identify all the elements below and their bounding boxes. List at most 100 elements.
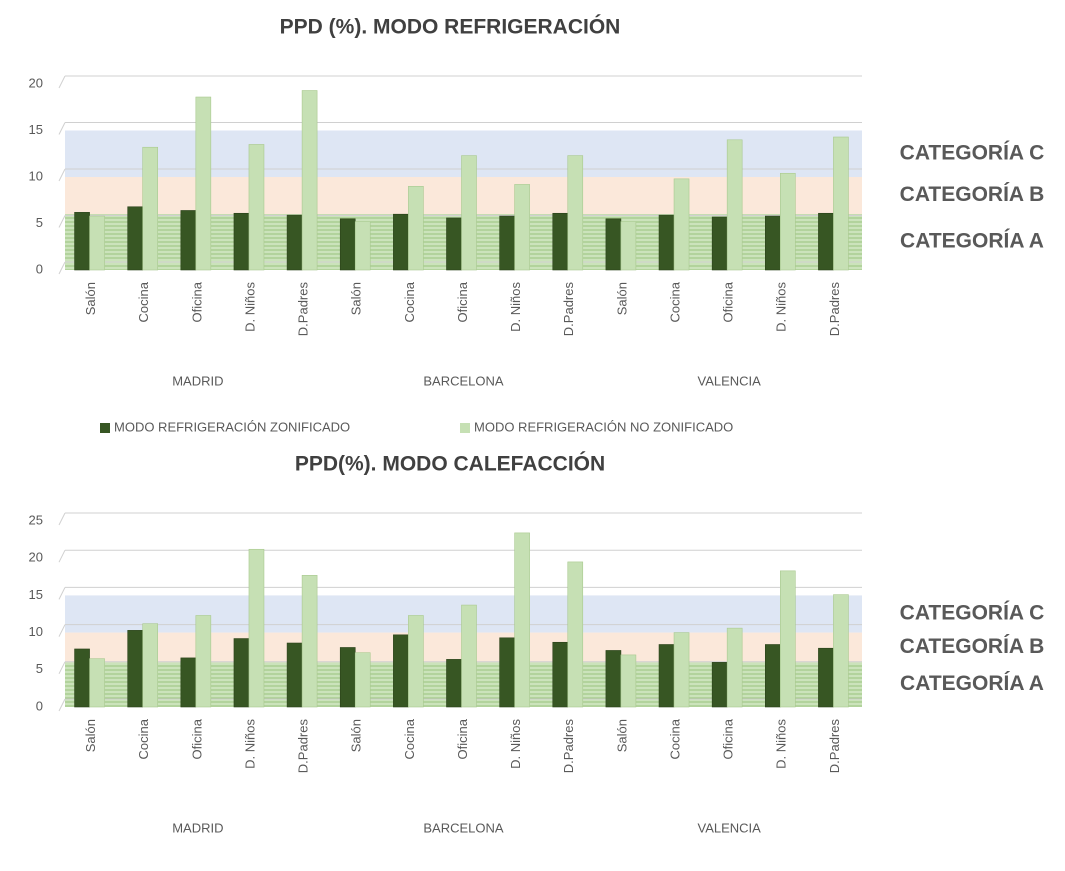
bar <box>301 575 318 708</box>
bar <box>301 90 318 271</box>
x-tick-label: Cocina <box>136 718 151 759</box>
bar <box>446 217 462 271</box>
x-tick-label: Cocina <box>667 281 682 322</box>
x-tick-label: D. Niños <box>774 719 789 769</box>
band-label: CATEGORÍA C <box>900 602 1045 625</box>
band-label: CATEGORÍA C <box>900 141 1045 164</box>
chart-title: PPD (%). MODO REFRIGERACIÓN <box>280 15 621 39</box>
y-tick-label: 15 <box>29 122 43 137</box>
bar <box>89 215 105 271</box>
x-tick-label: D.Padres <box>561 719 576 774</box>
x-tick-label: Cocina <box>402 718 417 759</box>
x-tick-label: Salón <box>349 719 364 752</box>
bar <box>195 615 212 708</box>
bar <box>339 647 356 708</box>
x-tick-label: Oficina <box>721 718 736 759</box>
x-tick-label: Salón <box>614 719 629 752</box>
bar <box>127 630 143 708</box>
band-label: CATEGORÍA B <box>900 635 1045 658</box>
legend-swatch <box>100 423 110 433</box>
grid-line <box>58 587 66 600</box>
bar <box>74 212 90 271</box>
x-tick-label: Cocina <box>402 281 417 322</box>
y-tick-label: 20 <box>29 550 43 565</box>
grid-line <box>58 549 66 563</box>
bar <box>499 637 515 708</box>
band-label: CATEGORÍA B <box>900 183 1045 206</box>
group-label: BARCELONA <box>423 373 504 388</box>
y-tick-label: 10 <box>29 624 43 639</box>
bar <box>726 627 743 708</box>
bar <box>658 644 675 708</box>
legend-label: MODO REFRIGERACIÓN NO ZONIFICADO <box>474 419 733 434</box>
bar <box>195 96 212 271</box>
bar <box>286 642 303 708</box>
bar <box>127 206 143 271</box>
x-tick-label: Oficina <box>189 281 204 322</box>
bar <box>605 650 622 708</box>
bar <box>233 638 250 708</box>
bar <box>779 172 796 271</box>
band-label: CATEGORÍA A <box>900 230 1044 253</box>
bar <box>180 210 197 271</box>
bar <box>567 155 584 271</box>
bar <box>248 144 265 271</box>
x-tick-label: Oficina <box>189 718 204 759</box>
bar <box>142 623 158 708</box>
bar <box>248 548 265 708</box>
x-tick-label: D. Niños <box>508 719 523 769</box>
band-label: CATEGORÍA A <box>900 672 1044 695</box>
bar <box>339 218 356 271</box>
bar <box>393 634 409 708</box>
bar <box>180 657 197 708</box>
y-tick-label: 5 <box>36 661 43 676</box>
x-tick-label: Salón <box>614 282 629 315</box>
bar <box>818 647 834 708</box>
bar <box>74 648 90 708</box>
x-tick-label: D. Niños <box>508 282 523 332</box>
bar <box>711 662 728 708</box>
chart-title: PPD(%). MODO CALEFACCIÓN <box>295 452 605 476</box>
grid-line <box>58 261 66 275</box>
bar <box>552 212 569 271</box>
x-tick-label: D. Niños <box>774 282 789 332</box>
grid-line <box>58 661 66 675</box>
x-tick-label: Oficina <box>721 281 736 322</box>
y-tick-label: 10 <box>29 168 43 183</box>
bar <box>89 658 105 708</box>
bar <box>764 215 781 271</box>
bar <box>354 221 371 271</box>
x-tick-label: D.Padres <box>827 719 842 774</box>
x-tick-label: D.Padres <box>561 282 576 337</box>
bar <box>461 604 477 708</box>
y-tick-label: 20 <box>29 75 43 90</box>
bar <box>461 155 477 271</box>
bar <box>833 136 849 271</box>
y-tick-label: 5 <box>36 215 43 230</box>
grid-line <box>58 698 66 712</box>
group-label: MADRID <box>172 820 223 835</box>
bar <box>408 615 424 708</box>
bar <box>605 218 622 271</box>
x-tick-label: Cocina <box>136 281 151 322</box>
bar <box>446 659 462 708</box>
bar <box>779 570 796 708</box>
bar <box>514 184 530 271</box>
x-tick-label: Salón <box>83 719 98 752</box>
bar <box>567 561 584 708</box>
group-label: MADRID <box>172 373 223 388</box>
group-label: BARCELONA <box>423 820 504 835</box>
legend-swatch <box>460 423 470 433</box>
grid-line <box>58 122 66 135</box>
x-tick-label: D. Niños <box>242 719 257 769</box>
x-tick-label: Oficina <box>455 718 470 759</box>
bar <box>408 186 424 271</box>
bar <box>620 654 637 708</box>
x-tick-label: Oficina <box>455 281 470 322</box>
legend-label: MODO REFRIGERACIÓN ZONIFICADO <box>114 419 350 434</box>
x-tick-label: D.Padres <box>296 282 311 337</box>
bar <box>833 594 849 708</box>
y-tick-label: 0 <box>36 698 43 713</box>
bar <box>818 212 834 271</box>
x-tick-label: D. Niños <box>242 282 257 332</box>
